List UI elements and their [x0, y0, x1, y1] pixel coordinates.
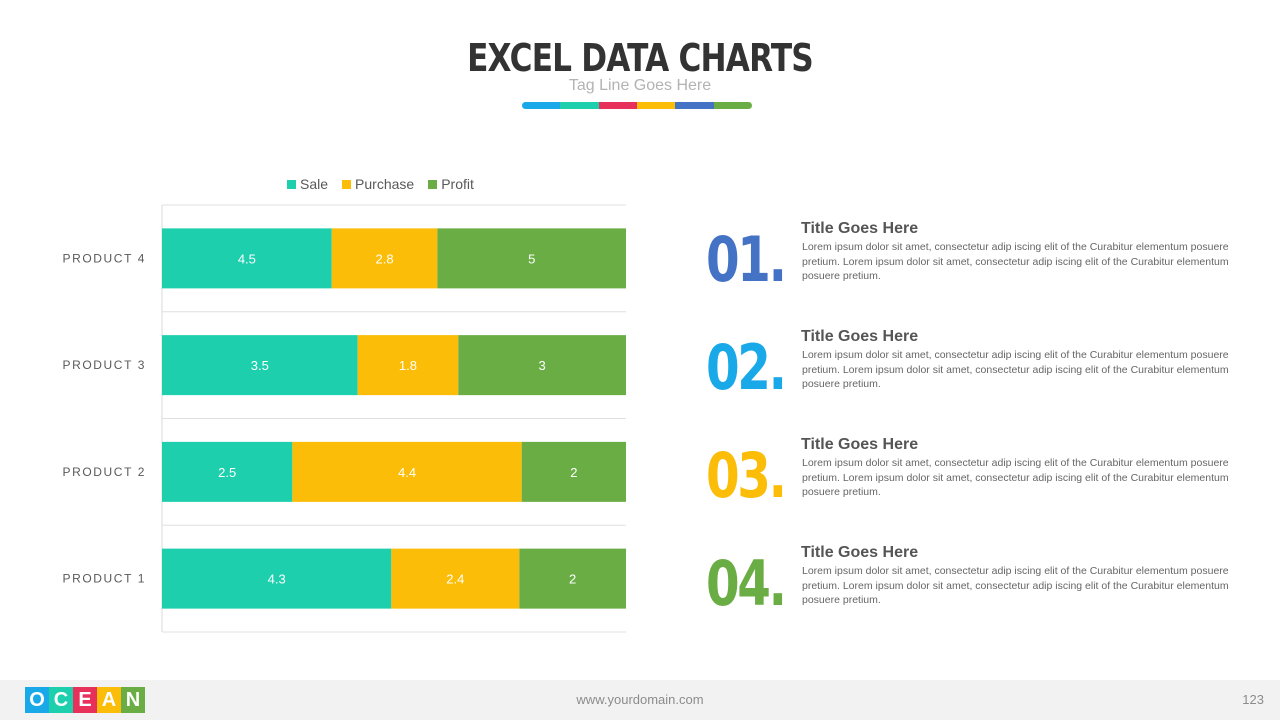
- bar-segment: [521, 441, 626, 502]
- item-body: Lorem ipsum dolor sit amet, consectetur …: [802, 241, 1229, 282]
- color-strip-segment: [522, 102, 561, 109]
- legend-label: Sale: [300, 176, 329, 192]
- bar-segment: [391, 548, 520, 609]
- item-body: Lorem ipsum dolor sit amet, consectetur …: [802, 349, 1229, 390]
- data-label: 2.5: [218, 465, 236, 480]
- color-strip-segment: [598, 102, 637, 109]
- legend-item: Sale: [287, 176, 328, 192]
- data-label: 5: [528, 251, 535, 266]
- footer-bar: [0, 680, 1280, 720]
- legend-swatch: [287, 179, 296, 189]
- item-number: 02.: [706, 331, 787, 404]
- legend-label: Purchase: [355, 176, 415, 192]
- logo-letter: C: [49, 687, 73, 713]
- item-title: Title Goes Here: [801, 220, 919, 237]
- logo-letter: N: [121, 687, 145, 713]
- item-number: 04.: [706, 547, 787, 620]
- logo-letter: A: [97, 687, 121, 713]
- item-body: Lorem ipsum dolor sit amet, consectetur …: [802, 565, 1229, 606]
- item-body: Lorem ipsum dolor sit amet, consectetur …: [802, 457, 1229, 498]
- list-item-1: 01. Title Goes Here Lorem ipsum dolor si…: [706, 220, 1246, 308]
- data-label: 3: [539, 358, 546, 373]
- item-title: Title Goes Here: [801, 544, 919, 561]
- data-label: 1.8: [399, 358, 417, 373]
- color-strip: [522, 102, 752, 109]
- category-label: PRODUCT 2: [62, 465, 146, 479]
- tagline: Tag Line Goes Here: [568, 77, 712, 94]
- color-strip-segment: [675, 102, 714, 109]
- footer-url[interactable]: www.yourdomain.com: [576, 692, 704, 707]
- page-title: EXCEL DATA CHARTS: [467, 36, 814, 80]
- list-item-2: 02. Title Goes Here Lorem ipsum dolor si…: [706, 328, 1246, 416]
- legend-swatch: [342, 179, 352, 189]
- category-label: PRODUCT 3: [62, 358, 146, 372]
- bar-segment: [162, 228, 332, 289]
- bar-segment: [331, 228, 438, 289]
- stacked-bar-chart: PRODUCT 1 4.3 2.4 2 PRODUCT 2 2.5 4.4 2 PRODUCT …: [62, 204, 626, 633]
- legend-item: Profit: [428, 176, 474, 192]
- bar-segment: [519, 548, 626, 609]
- data-label: 3.5: [251, 358, 269, 373]
- data-label: 2: [570, 465, 577, 480]
- item-title: Title Goes Here: [801, 436, 919, 453]
- logo-letter: O: [25, 687, 49, 713]
- data-label: 2.4: [446, 572, 464, 587]
- data-label: 4.5: [238, 251, 256, 266]
- category-label: PRODUCT 4: [62, 251, 146, 265]
- list-item-3: 03. Title Goes Here Lorem ipsum dolor si…: [706, 436, 1246, 524]
- legend-label: Profit: [441, 176, 474, 192]
- data-label: 4.4: [398, 465, 416, 480]
- bar-segment: [292, 441, 522, 502]
- legend-item: Purchase: [342, 176, 414, 192]
- bar-segment: [357, 335, 459, 396]
- category-label: PRODUCT 1: [62, 572, 146, 586]
- page-number: 123: [1242, 692, 1264, 707]
- chart-legend: Sale Purchase Profit: [287, 176, 474, 192]
- bar-segment: [437, 228, 626, 289]
- legend-swatch: [428, 179, 438, 189]
- item-number: 01.: [706, 223, 787, 296]
- bar-segment: [162, 335, 358, 396]
- color-strip-segment: [636, 102, 676, 109]
- item-number: 03.: [706, 439, 787, 512]
- color-strip-segment: [560, 102, 599, 109]
- data-label: 4.3: [268, 572, 286, 587]
- list-item-4: 04. Title Goes Here Lorem ipsum dolor si…: [706, 544, 1246, 632]
- data-label: 2.8: [376, 251, 394, 266]
- bar-segment: [162, 548, 392, 609]
- bar-segment: [162, 441, 293, 502]
- color-strip-segment: [713, 102, 752, 109]
- data-label: 2: [569, 572, 576, 587]
- logo-letter: E: [73, 687, 97, 713]
- bar-segment: [458, 335, 626, 396]
- item-title: Title Goes Here: [801, 328, 919, 345]
